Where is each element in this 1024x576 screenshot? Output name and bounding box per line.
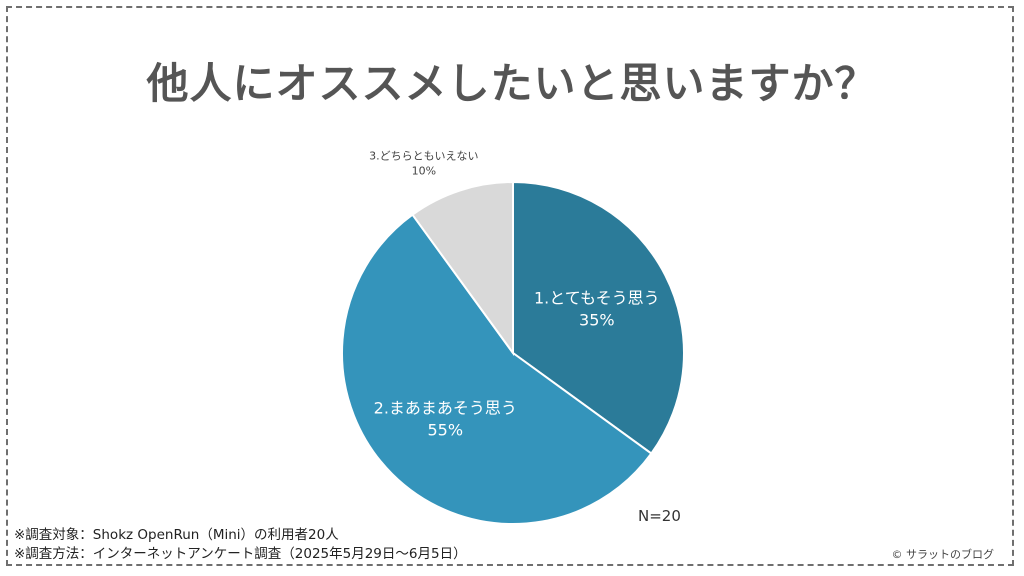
slice-label-1: 1.とてもそう思う — [534, 288, 660, 307]
pie-slice-2 — [341, 213, 653, 525]
sample-size-label: N=20 — [638, 507, 681, 525]
chart-title: 他人にオススメしたいと思いますか？ — [146, 59, 878, 108]
survey-method-note: ※調査方法：インターネットアンケート調査（2025年5月29日～6月5日） — [14, 546, 467, 562]
slice-value-label-2: 55% — [428, 421, 464, 440]
slice-value-label-3: 10% — [412, 164, 436, 177]
slice-label-2: 2.まあまあそう思う — [374, 399, 517, 418]
slice-value-label-1: 35% — [579, 310, 615, 329]
credit-text: © サラットのブログ — [891, 548, 995, 561]
dashed-frame — [6, 6, 1014, 566]
survey-notes: ※調査対象：Shokz OpenRun（Mini）の利用者20人 ※調査方法：イ… — [14, 526, 467, 564]
pie-slice-3 — [411, 180, 514, 357]
pie-slice-1 — [512, 180, 685, 455]
slice-label-3: 3.どちらともいえない — [369, 149, 478, 162]
survey-target-note: ※調査対象：Shokz OpenRun（Mini）の利用者20人 — [14, 527, 339, 543]
